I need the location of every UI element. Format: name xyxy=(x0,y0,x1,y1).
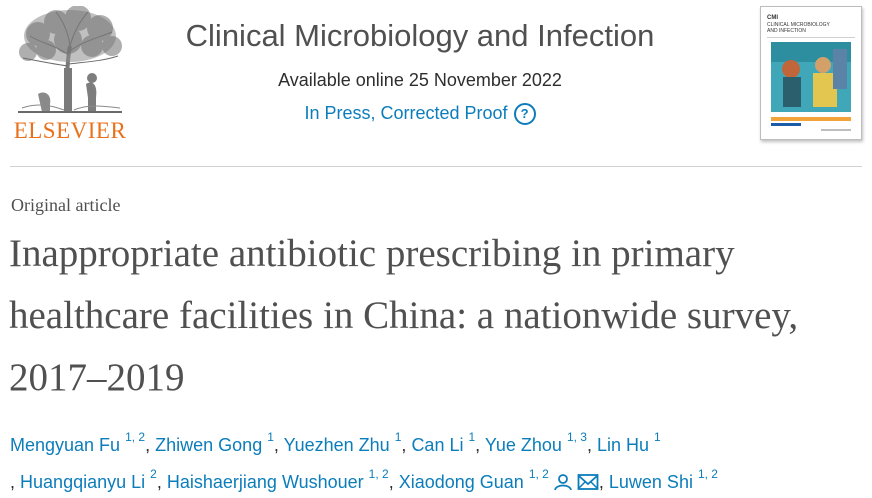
help-icon[interactable]: ? xyxy=(513,103,536,125)
journal-title[interactable]: Clinical Microbiology and Infection xyxy=(185,18,655,53)
author-separator: , xyxy=(273,435,279,455)
author-separator: , xyxy=(586,435,592,455)
journal-header: ELSEVIER Clinical Microbiology and Infec… xyxy=(0,0,872,168)
affiliation-ref: 1, 2 xyxy=(528,467,549,481)
author-link[interactable]: Haishaerjiang Wushouer 1, 2 xyxy=(166,467,389,492)
affiliation-ref: 1, 2 xyxy=(125,430,146,444)
affiliation-ref: 1 xyxy=(267,430,274,444)
affiliation-ref: 1 xyxy=(468,430,476,444)
author-link[interactable]: Lin Hu 1 xyxy=(597,430,661,455)
author-list: Mengyuan Fu 1, 2, Zhiwen Gong 1, Yuezhen… xyxy=(10,424,860,498)
availability-date: Available online 25 November 2022 xyxy=(278,70,562,90)
affiliation-ref: 1 xyxy=(654,430,661,444)
author-link[interactable]: Yuezhen Zhu 1 xyxy=(283,430,402,455)
author-separator: , xyxy=(156,472,162,492)
cover-title-line1: CLINICAL MICROBIOLOGY xyxy=(767,22,831,28)
author-separator: , xyxy=(10,472,16,492)
article-status: In Press, Corrected Proof? xyxy=(150,103,690,125)
person-icon[interactable] xyxy=(553,473,573,491)
author-separator: , xyxy=(401,435,407,455)
author-separator: , xyxy=(475,435,481,455)
publisher-wordmark: ELSEVIER xyxy=(13,118,127,143)
cover-abbrev: CMI xyxy=(767,15,778,21)
email-icon[interactable] xyxy=(577,473,599,491)
author-link[interactable]: Huangqianyu Li 2 xyxy=(20,467,157,492)
cover-title-line2: AND INFECTION xyxy=(767,28,806,34)
journal-cover-thumbnail[interactable]: CMI CLINICAL MICROBIOLOGY AND INFECTION xyxy=(760,6,862,140)
publisher-logo[interactable]: ELSEVIER xyxy=(8,6,132,146)
status-label[interactable]: In Press, Corrected Proof xyxy=(304,103,508,123)
author-link[interactable]: Xiaodong Guan 1, 2 xyxy=(398,467,549,492)
author-link[interactable]: Yue Zhou 1, 3 xyxy=(484,430,587,455)
article-type: Original article xyxy=(11,195,121,215)
affiliation-ref: 1, 2 xyxy=(368,467,389,481)
author-link[interactable]: Can Li 1 xyxy=(411,430,476,455)
header-divider xyxy=(10,166,862,167)
author-separator: , xyxy=(388,472,394,492)
author-separator: , xyxy=(145,435,151,455)
elsevier-tree-icon xyxy=(18,6,122,113)
affiliation-ref: 2 xyxy=(150,467,157,481)
author-link[interactable]: Zhiwen Gong 1 xyxy=(155,430,274,455)
article-title: Inappropriate antibiotic prescribing in … xyxy=(9,232,799,399)
affiliation-ref: 1 xyxy=(394,430,402,444)
author-link[interactable]: Luwen Shi 1, 2 xyxy=(608,467,718,492)
author-link[interactable]: Mengyuan Fu 1, 2 xyxy=(10,430,146,455)
author-separator: , xyxy=(598,472,604,492)
affiliation-ref: 1, 2 xyxy=(697,467,718,481)
affiliation-ref: 1, 3 xyxy=(566,430,587,444)
